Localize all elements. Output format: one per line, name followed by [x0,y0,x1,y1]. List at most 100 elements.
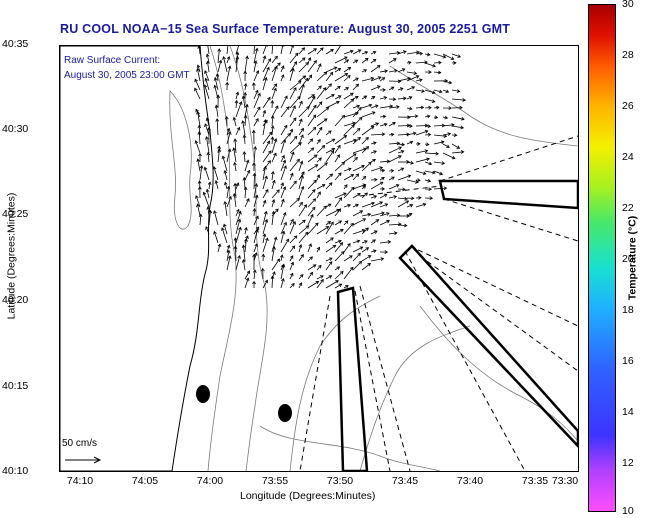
current-vector-head [349,255,353,259]
current-vector-head [309,256,313,260]
current-vector-head [194,87,198,92]
current-vector-head [270,115,275,119]
current-vector-head [299,274,304,278]
current-vector-head [318,157,322,161]
current-vector-head [204,136,209,140]
current-vector [379,96,387,100]
current-vector-head [376,65,381,69]
current-vector-head [329,71,334,76]
current-vector-head [401,68,406,72]
current-vector [325,94,335,100]
current-vector-head [280,254,284,259]
current-vector-head [226,185,231,190]
current-vector-head [391,176,395,180]
current-vector-head [313,154,318,158]
current-vector-head [364,51,369,55]
current-vector-head [282,138,287,143]
current-vector-head [410,161,414,165]
current-vector-head [350,186,355,191]
current-vector [433,187,447,190]
current-vector-head [381,77,386,81]
current-vector-head [281,230,286,235]
current-vector-head [266,66,270,71]
bathymetry-contours [169,46,578,471]
current-vector-head [325,226,330,230]
current-vector [244,104,248,118]
current-vector-head [264,175,268,180]
current-vector [388,176,395,181]
current-vector [235,46,239,55]
current-vector-head [358,106,362,111]
current-vector-head [270,275,275,279]
current-vector-head [381,211,385,216]
current-vector-head [374,104,379,109]
current-vector-head [461,117,465,121]
current-vector [207,152,210,163]
current-vector-head [282,211,287,216]
current-vector [215,105,219,118]
current-vector [343,139,357,145]
current-vector-head [232,147,236,151]
current-vector [370,230,378,235]
current-vector-head [227,148,232,153]
current-vector [226,46,229,55]
current-vector-head [460,150,465,154]
current-vector [289,136,298,145]
current-vector [253,46,255,55]
current-vector [271,211,275,226]
current-vector [206,136,210,154]
current-vector [298,171,305,181]
current-vector [406,107,412,110]
current-vector [316,275,324,280]
current-vector [316,205,327,217]
current-vector [197,111,201,127]
current-vector-head [368,161,372,166]
current-vector-head [299,160,304,165]
current-vector [298,225,309,235]
current-vector [298,134,304,145]
current-vector [442,124,455,127]
current-vector-head [241,244,246,249]
current-vector [262,58,271,73]
current-vector-head [345,59,350,63]
current-label-line2: August 30, 2005 23:00 GMT [64,70,190,81]
current-vector-head [311,206,316,211]
current-vector [262,166,266,181]
current-vector [379,193,387,199]
current-vector-head [261,253,266,258]
current-vector-head [270,136,275,140]
current-vector [233,147,237,163]
current-vector [388,142,400,145]
current-vector [235,127,240,136]
current-vector-head [299,201,303,206]
current-vector-head [450,56,455,60]
current-vector [307,147,314,154]
current-vector [204,70,210,82]
current-vector [343,187,355,199]
current-vector-head [413,71,418,75]
current-vector-head [417,178,421,183]
current-vector-head [332,244,337,249]
current-vector [217,60,222,73]
current-vector-head [422,202,427,207]
current-vector [213,166,219,181]
current-vector-head [383,122,388,127]
current-vector [280,106,290,118]
current-vector-head [267,160,271,164]
current-vector [334,85,341,91]
current-vector-head [347,74,351,79]
current-vector [307,272,313,280]
current-vector-head [197,186,202,190]
current-vector-head [243,91,248,96]
current-vector-head [356,127,361,132]
current-vector-head [314,164,319,168]
current-vector [307,154,318,163]
current-vector [361,213,371,217]
current-vector [397,77,411,82]
current-vector-head [214,180,219,184]
current-vector [361,176,366,181]
current-vector [415,158,430,163]
current-vector-head [207,126,211,131]
current-vector-head [297,95,301,100]
current-vector [271,137,273,145]
